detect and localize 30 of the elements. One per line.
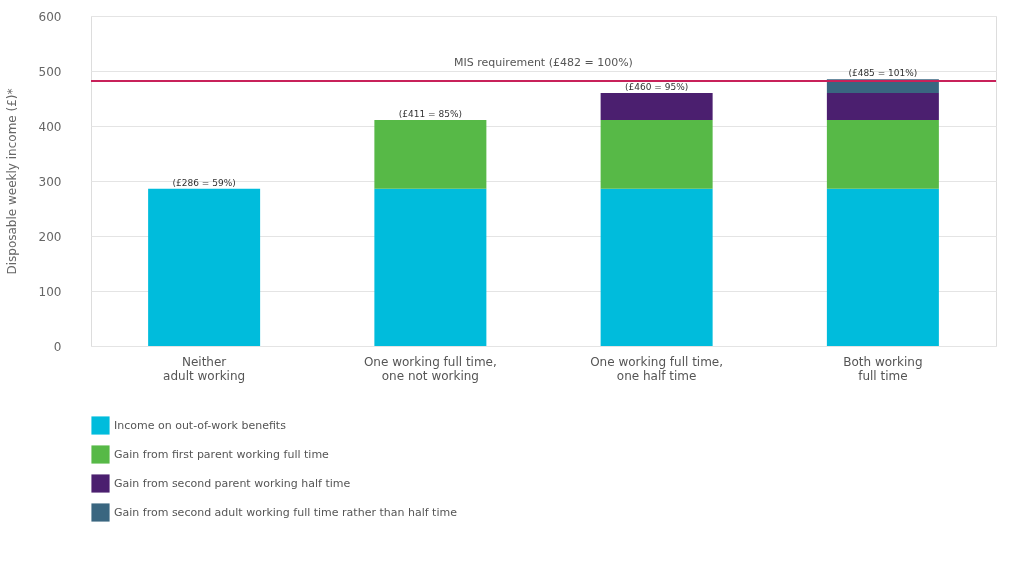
- bar: [826, 93, 939, 120]
- bar: [600, 93, 713, 120]
- bar: [826, 119, 939, 189]
- bar: [600, 119, 713, 189]
- x-tick-label: One working full time, one half time: [590, 354, 724, 383]
- total-label: (£485 = 101%): [848, 68, 918, 79]
- y-tick-label: 600: [38, 9, 62, 24]
- y-tick-label: 500: [38, 64, 62, 79]
- x-tick-label: One working full time, one not working: [363, 354, 497, 383]
- bar: [826, 188, 939, 346]
- total-label: (£460 = 95%): [625, 82, 689, 92]
- legend-label: Gain from second parent working half time: [114, 476, 351, 490]
- bar: [374, 188, 487, 346]
- x-tick-label: Neither adult working: [163, 354, 246, 383]
- bar: [148, 188, 261, 346]
- y-tick-label: 300: [38, 174, 62, 189]
- y-tick-label: 200: [38, 229, 62, 244]
- y-tick-label: 400: [38, 119, 62, 134]
- total-label: (£411 = 85%): [398, 108, 462, 119]
- bar: [600, 188, 713, 346]
- y-tick-label: 100: [38, 284, 62, 299]
- x-tick-label: Both working full time: [843, 354, 923, 383]
- legend-label: Gain from first parent working full time: [114, 447, 330, 461]
- bar: [374, 119, 487, 189]
- y-axis-title: Disposable weekly income (£)*: [4, 88, 19, 275]
- ref-line-label: MIS requirement (£482 = 100%): [454, 55, 633, 69]
- legend-label: Gain from second adult working full time rather than half time: [114, 505, 458, 519]
- y-tick-label: 0: [53, 339, 62, 354]
- legend-label: Income on out-of-work benefits: [114, 418, 287, 432]
- total-label: (£286 = 59%): [172, 177, 236, 188]
